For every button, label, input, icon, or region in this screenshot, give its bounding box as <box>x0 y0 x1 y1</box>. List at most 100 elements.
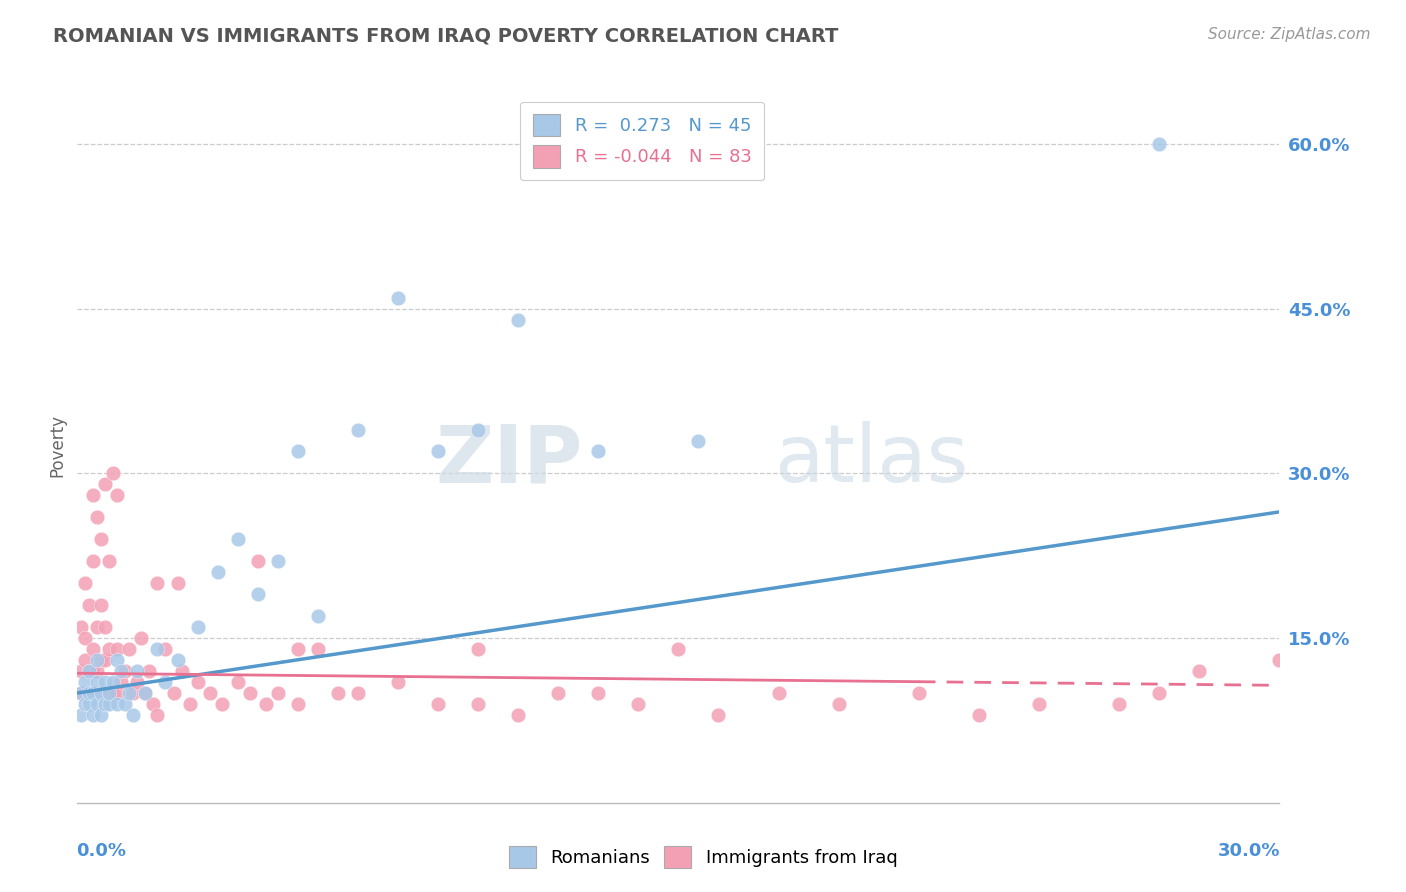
Point <box>107 686 129 700</box>
Point <box>146 642 169 657</box>
Point <box>82 554 104 568</box>
Point <box>508 708 530 723</box>
Point <box>75 675 97 690</box>
Point <box>90 598 112 612</box>
Point <box>155 675 177 690</box>
Point <box>82 664 104 678</box>
Point <box>103 467 125 481</box>
Point <box>103 675 125 690</box>
Point <box>86 664 108 678</box>
Point <box>94 686 117 700</box>
Point <box>127 675 149 690</box>
Point <box>207 566 229 580</box>
Point <box>86 686 108 700</box>
Point <box>387 291 409 305</box>
Point <box>107 653 129 667</box>
Point <box>967 708 990 723</box>
Point <box>1268 653 1291 667</box>
Point <box>138 664 160 678</box>
Point <box>142 697 165 711</box>
Point <box>82 708 104 723</box>
Point <box>90 533 112 547</box>
Point <box>134 686 156 700</box>
Point <box>122 708 145 723</box>
Point <box>467 642 489 657</box>
Point <box>908 686 931 700</box>
Point <box>107 642 129 657</box>
Point <box>226 675 249 690</box>
Point <box>347 686 370 700</box>
Point <box>186 620 209 634</box>
Text: ROMANIAN VS IMMIGRANTS FROM IRAQ POVERTY CORRELATION CHART: ROMANIAN VS IMMIGRANTS FROM IRAQ POVERTY… <box>53 27 839 45</box>
Point <box>70 664 93 678</box>
Point <box>79 664 101 678</box>
Point <box>70 686 93 700</box>
Point <box>94 697 117 711</box>
Point <box>86 653 108 667</box>
Point <box>155 642 177 657</box>
Point <box>668 642 690 657</box>
Point <box>239 686 262 700</box>
Point <box>75 686 97 700</box>
Point <box>307 642 329 657</box>
Point <box>86 697 108 711</box>
Point <box>211 697 233 711</box>
Point <box>287 444 309 458</box>
Text: atlas: atlas <box>775 421 969 500</box>
Point <box>70 620 93 634</box>
Point <box>107 488 129 502</box>
Point <box>267 686 290 700</box>
Point <box>179 697 201 711</box>
Point <box>307 609 329 624</box>
Point <box>86 620 108 634</box>
Point <box>98 697 121 711</box>
Point <box>90 653 112 667</box>
Point <box>94 620 117 634</box>
Point <box>86 510 108 524</box>
Point <box>114 697 136 711</box>
Point <box>127 664 149 678</box>
Point <box>75 653 97 667</box>
Point <box>82 642 104 657</box>
Text: ZIP: ZIP <box>434 421 582 500</box>
Text: 0.0%: 0.0% <box>76 842 127 860</box>
Point <box>508 312 530 326</box>
Point <box>82 488 104 502</box>
Point <box>131 631 153 645</box>
Point <box>768 686 790 700</box>
Point <box>1188 664 1211 678</box>
Point <box>1149 137 1171 152</box>
Point <box>198 686 221 700</box>
Point <box>166 576 188 591</box>
Point <box>547 686 569 700</box>
Point <box>162 686 184 700</box>
Point <box>828 697 851 711</box>
Point <box>75 576 97 591</box>
Point <box>467 423 489 437</box>
Point <box>118 686 141 700</box>
Point <box>287 642 309 657</box>
Point <box>70 686 93 700</box>
Point <box>1028 697 1050 711</box>
Point <box>90 708 112 723</box>
Point <box>387 675 409 690</box>
Point <box>94 477 117 491</box>
Point <box>467 697 489 711</box>
Legend: Romanians, Immigrants from Iraq: Romanians, Immigrants from Iraq <box>498 835 908 879</box>
Point <box>75 631 97 645</box>
Point <box>79 664 101 678</box>
Point <box>1149 686 1171 700</box>
Point <box>94 653 117 667</box>
Point <box>98 686 121 700</box>
Point <box>246 554 269 568</box>
Point <box>166 653 188 667</box>
Text: Source: ZipAtlas.com: Source: ZipAtlas.com <box>1208 27 1371 42</box>
Point <box>107 697 129 711</box>
Point <box>90 686 112 700</box>
Point <box>688 434 710 448</box>
Point <box>254 697 277 711</box>
Point <box>267 554 290 568</box>
Legend: R =  0.273   N = 45, R = -0.044   N = 83: R = 0.273 N = 45, R = -0.044 N = 83 <box>520 102 765 180</box>
Point <box>287 697 309 711</box>
Point <box>170 664 193 678</box>
